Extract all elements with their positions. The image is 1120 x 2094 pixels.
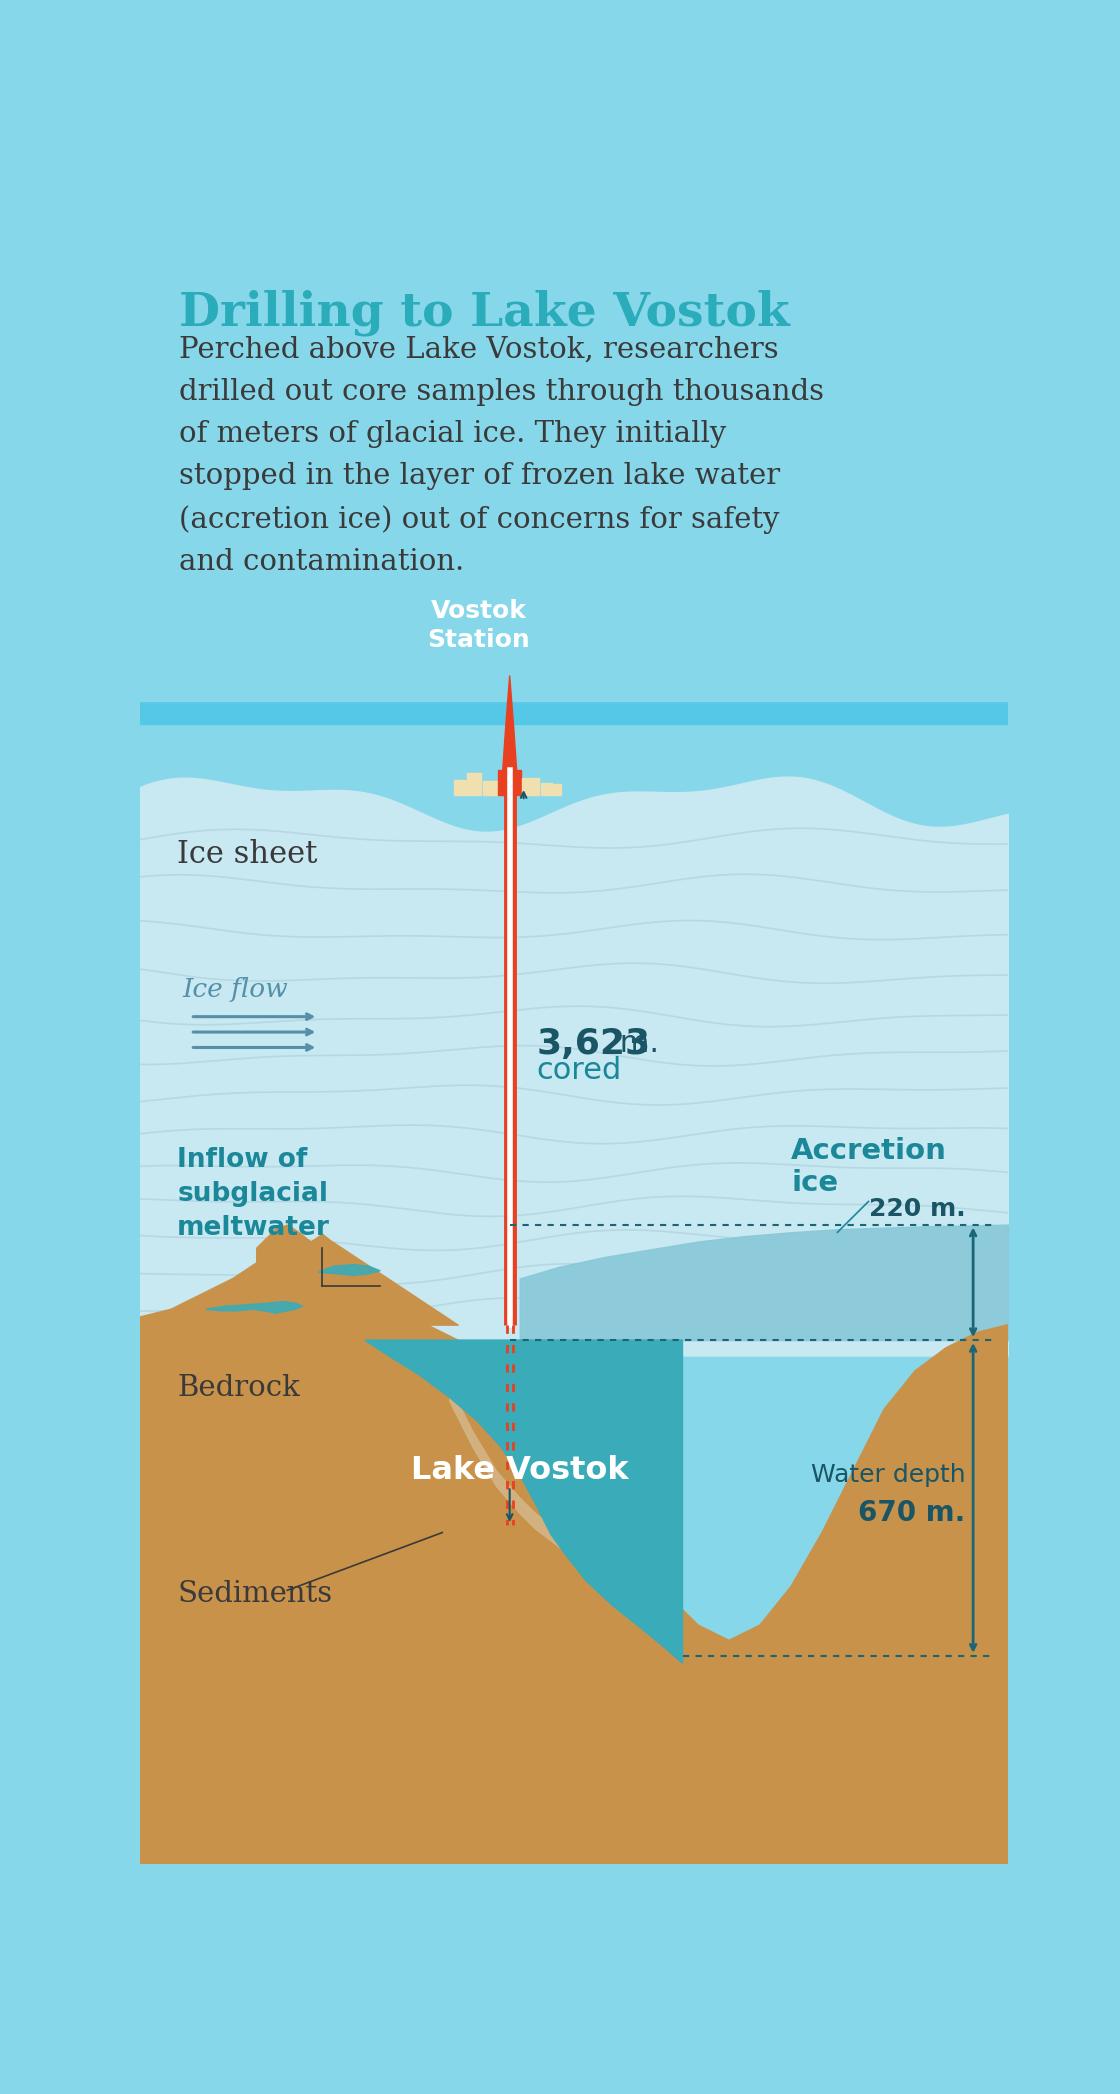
Polygon shape [140,1248,1008,1864]
Bar [522,779,539,796]
Text: 3,623: 3,623 [536,1026,651,1060]
Bar [140,251,1008,701]
Bar [541,783,551,796]
Text: Bedrock: Bedrock [177,1374,300,1401]
Polygon shape [206,1302,302,1313]
Bar [553,783,561,796]
Polygon shape [450,1340,660,1594]
Bar [483,781,498,796]
Text: Perched above Lake Vostok, researchers
drilled out core samples through thousand: Perched above Lake Vostok, researchers d… [179,335,823,576]
Text: Lake Vostok: Lake Vostok [411,1455,628,1487]
Bar [140,701,1008,725]
Bar [498,771,521,796]
Text: m.: m. [610,1028,660,1057]
Text: Accretion
ice: Accretion ice [791,1137,946,1198]
Polygon shape [318,1265,381,1275]
Polygon shape [365,1340,682,1663]
Text: Sediments: Sediments [177,1581,333,1608]
Text: cored: cored [536,1055,622,1085]
Text: Ice sheet: Ice sheet [177,840,318,871]
Polygon shape [503,676,516,771]
Text: 670 m.: 670 m. [858,1499,965,1527]
Text: Inflow of
subglacial
meltwater: Inflow of subglacial meltwater [177,1148,330,1242]
Bar [467,773,480,796]
Bar [454,779,466,796]
Text: 220 m.: 220 m. [869,1196,965,1221]
Text: Water depth: Water depth [811,1464,965,1487]
Text: Drilling to Lake Vostok: Drilling to Lake Vostok [179,289,790,335]
Text: Vostok
Station: Vostok Station [428,599,530,653]
Text: Ice flow: Ice flow [183,978,288,1003]
